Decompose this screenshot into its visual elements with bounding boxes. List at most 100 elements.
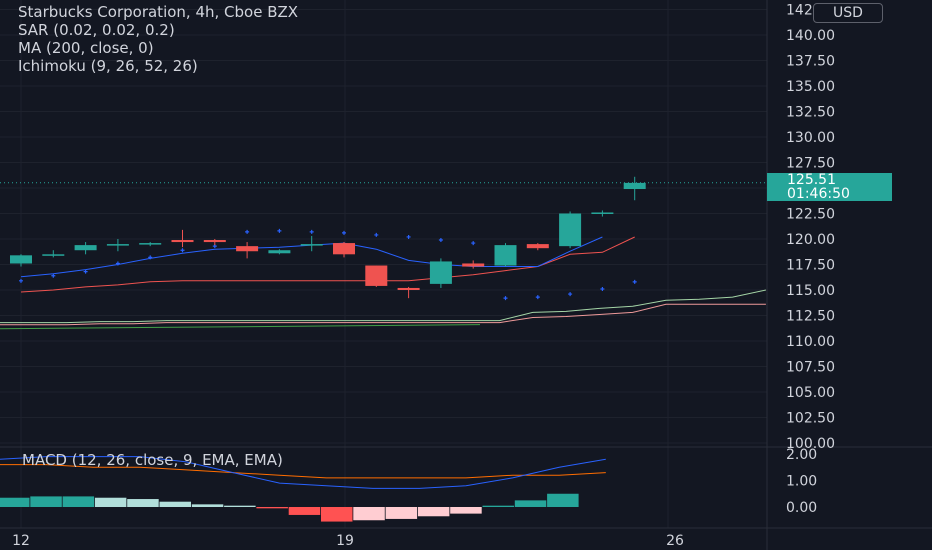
candle: [10, 254, 32, 267]
price-axis-label: 100.00: [786, 436, 835, 452]
cloud-span-a-line: [0, 289, 767, 324]
candle: [333, 242, 355, 258]
price-axis-label: 110.00: [786, 334, 835, 350]
cloud-span-b-line: [0, 303, 766, 326]
candle: [42, 250, 65, 258]
price-axis-label: 140.00: [786, 28, 835, 44]
macd-histogram-bar: [159, 501, 191, 507]
candle: [591, 210, 614, 217]
sar-point: [342, 230, 346, 235]
macd-histogram-bar: [191, 504, 224, 507]
candle-body: [526, 244, 549, 249]
candle: [139, 242, 162, 247]
sar-point: [471, 241, 476, 246]
macd-axis-label: 2.00: [786, 447, 817, 463]
symbol-title[interactable]: Starbucks Corporation, 4h, Cboe BZX: [18, 3, 299, 21]
macd-histogram-bar: [30, 496, 62, 507]
price-axis-label: 137.50: [786, 54, 835, 70]
macd-histogram-bar: [482, 505, 514, 507]
sar-point: [632, 279, 637, 284]
ma-indicator-label[interactable]: MA (200, close, 0): [18, 39, 154, 57]
bar-countdown: 01:46:50: [787, 186, 850, 202]
price-axis-label: 122.50: [786, 207, 835, 223]
candle-body: [74, 245, 97, 251]
candle: [236, 242, 259, 259]
sar-point: [148, 255, 153, 260]
candle-body: [462, 263, 485, 267]
candle-body: [397, 287, 420, 290]
macd-histogram-bar: [514, 500, 547, 507]
candle: [526, 243, 549, 251]
candle: [623, 176, 646, 201]
price-axis-label: 135.00: [786, 79, 835, 95]
price-axis-label: 102.50: [786, 411, 835, 427]
sar-point: [535, 295, 540, 300]
conversion-line: [20, 236, 635, 293]
macd-axis-label: 0.00: [786, 500, 817, 516]
candle: [203, 239, 226, 246]
macd-signal-line: [0, 464, 606, 479]
macd-line: [0, 456, 606, 489]
candle-body: [268, 250, 291, 254]
macd-histogram-bar: [0, 497, 30, 507]
candle-body: [559, 213, 582, 247]
sar-point: [568, 292, 573, 297]
candle: [171, 229, 194, 248]
candle: [268, 249, 291, 255]
price-axis-label: 117.50: [786, 258, 835, 274]
price-axis-label: 105.00: [786, 385, 835, 401]
sar-point: [309, 229, 314, 234]
sar-point: [277, 228, 282, 233]
candle: [397, 286, 420, 299]
candle: [462, 260, 485, 269]
price-axis-label: 132.50: [786, 105, 835, 121]
candle-body: [365, 265, 388, 286]
macd-histogram-bar: [94, 497, 127, 507]
lagging-span-line: [0, 324, 481, 330]
sar-point: [115, 261, 120, 266]
currency-button[interactable]: USD: [813, 3, 883, 23]
candle-body: [429, 261, 452, 284]
candle: [74, 242, 97, 255]
candle-body: [300, 244, 323, 246]
candle-body: [623, 182, 646, 190]
macd-histogram-bar: [547, 493, 579, 507]
macd-histogram-bar: [321, 507, 353, 522]
sar-indicator-label[interactable]: SAR (0.02, 0.02, 0.2): [18, 21, 175, 39]
candle-body: [494, 245, 517, 266]
macd-axis-label: 1.00: [786, 474, 817, 490]
candle: [106, 239, 129, 252]
sar-point: [51, 273, 56, 278]
macd-histogram-bar: [353, 507, 385, 521]
candle-body: [106, 244, 129, 246]
candle-body: [10, 255, 32, 264]
macd-histogram-bar: [385, 507, 418, 519]
macd-histogram-bar: [288, 507, 321, 515]
sar-point: [406, 234, 411, 239]
sar-point: [19, 278, 23, 283]
macd-histogram-bar: [417, 507, 450, 517]
last-price: 125.51: [787, 172, 836, 188]
candle-body: [139, 243, 162, 245]
price-axis-label: 107.50: [786, 360, 835, 376]
price-axis-label: 115.00: [786, 283, 835, 299]
sar-point: [374, 232, 379, 237]
candle: [300, 235, 323, 252]
candle: [559, 211, 582, 249]
sar-point: [503, 296, 508, 301]
price-axis-label: 130.00: [786, 130, 835, 146]
macd-histogram-bar: [450, 507, 482, 514]
price-axis-label: 112.50: [786, 309, 835, 325]
sar-point: [83, 269, 88, 274]
candle-body: [591, 212, 614, 214]
macd-indicator-label[interactable]: MACD (12, 26, close, 9, EMA, EMA): [22, 451, 283, 469]
macd-histogram-bar: [256, 507, 288, 509]
ichimoku-indicator-label[interactable]: Ichimoku (9, 26, 52, 26): [18, 57, 198, 75]
last-price-tag: 125.51 01:46:50: [767, 173, 892, 201]
macd-histogram-bar: [127, 499, 159, 507]
candle: [365, 265, 388, 287]
macd-histogram-bar: [62, 496, 95, 507]
candle: [429, 258, 452, 288]
chart-legend: Starbucks Corporation, 4h, Cboe BZX SAR …: [18, 3, 298, 75]
